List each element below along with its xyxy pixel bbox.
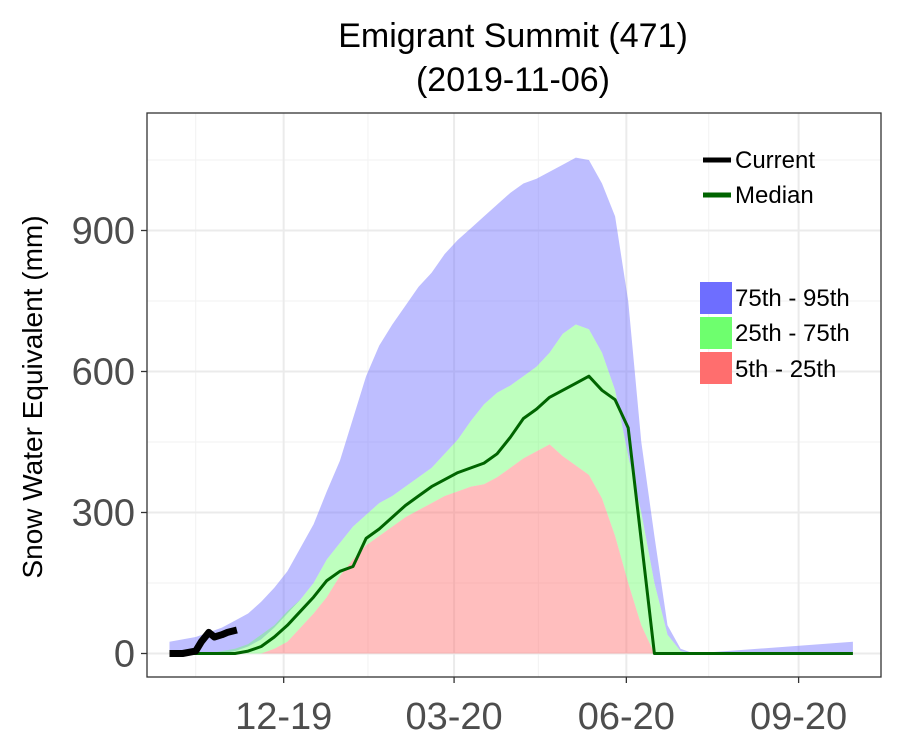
median-line — [169, 374, 853, 655]
series-lines — [146, 112, 882, 678]
legend-p5-25-label: 5th - 25th — [735, 356, 836, 383]
y-axis-label: Snow Water Equivalent (mm) — [17, 215, 48, 578]
legend-median-label: Median — [735, 182, 814, 209]
legend-p25-75-swatch — [700, 317, 732, 349]
y-tick-label: 300 — [72, 493, 135, 535]
y-axis-ticks: 0 300 600 900 — [72, 211, 147, 676]
chart-subtitle: (2019-11-06) — [416, 61, 610, 99]
x-tick-label: 09-20 — [750, 696, 847, 738]
x-tick-label: 12-19 — [235, 696, 332, 738]
panel-border — [146, 112, 882, 678]
legend-p25-75-label: 25th - 75th — [735, 320, 850, 347]
x-axis-ticks: 12-19 03-20 06-20 09-20 — [235, 677, 847, 738]
y-tick-label: 0 — [114, 634, 135, 676]
legend-current-label: Current — [735, 147, 815, 174]
band-2 — [169, 444, 853, 654]
legend-p75-95-label: 75th - 95th — [735, 285, 850, 312]
y-tick-label: 900 — [72, 211, 135, 253]
legend-p75-95-swatch — [700, 282, 732, 314]
current-line — [169, 626, 238, 657]
plot-panel — [147, 113, 881, 677]
x-tick-label: 03-20 — [405, 696, 502, 738]
x-tick-label: 06-20 — [578, 696, 675, 738]
band-0 — [169, 157, 853, 654]
legend: Current Median 75th - 95th 25th - 75th 5… — [700, 147, 850, 384]
legend-p5-25-swatch — [700, 352, 732, 384]
y-tick-label: 600 — [72, 352, 135, 394]
chart-title: Emigrant Summit (471) — [338, 17, 688, 55]
